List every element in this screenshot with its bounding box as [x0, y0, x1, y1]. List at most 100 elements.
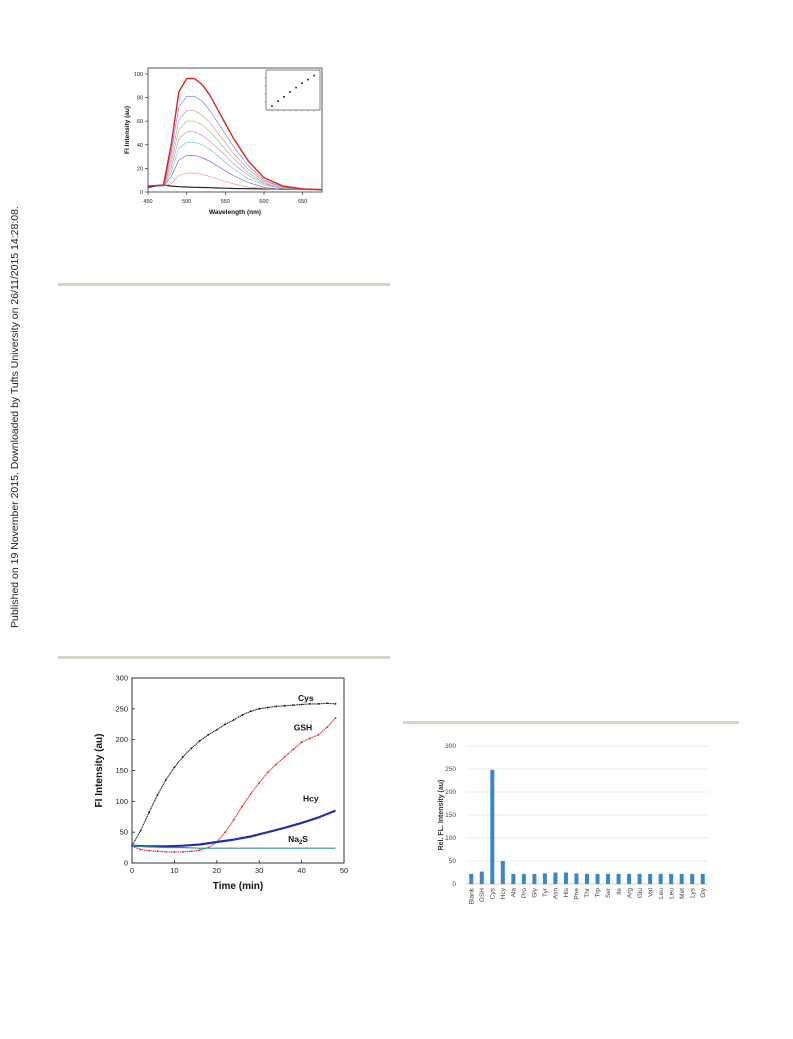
y-tick-label: 300 [115, 674, 128, 683]
x-tick-label: Gly [532, 887, 539, 898]
bar-arg [627, 873, 632, 884]
bar-cys [490, 769, 495, 884]
series-point [317, 703, 320, 705]
bar-hcy [500, 861, 505, 884]
spectrum-line [148, 155, 322, 190]
bar-thr [585, 873, 589, 884]
bar-met [679, 873, 684, 884]
series-point [326, 702, 328, 705]
label-na2s-s: S [302, 834, 308, 844]
series-point [181, 851, 184, 853]
x-tick-label: 450 [143, 199, 152, 205]
x-tick-label: Met [679, 888, 686, 899]
series-point [334, 717, 337, 719]
series-point [198, 849, 201, 851]
label-na2s-na: Na [288, 834, 299, 844]
bar-gsh [479, 871, 484, 884]
x-axis-label: Wavelength (nm) [209, 209, 261, 216]
x-tick-label: Asn [553, 888, 560, 900]
series-point [224, 723, 227, 726]
x-tick-label: Trp [595, 888, 602, 898]
inset-point [271, 105, 273, 107]
y-tick-label: 20 [137, 166, 143, 172]
x-tick-label: Ile [616, 888, 623, 895]
label-hcy: Hcy [303, 793, 319, 803]
x-tick-label: Blank [468, 887, 475, 904]
bar-his [563, 872, 568, 884]
inset-frame [265, 69, 321, 111]
bar-ser [606, 873, 611, 884]
time-course-chart: 0 10 20 30 40 50 0 50 100 150 200 250 300 Time (min) F… [94, 674, 348, 893]
series-point [334, 703, 337, 705]
y-tick-label: 80 [137, 96, 143, 102]
plot-frame [131, 677, 345, 864]
series-point [207, 733, 210, 736]
series-point [249, 710, 252, 713]
x-tick-label: Phe [574, 888, 581, 900]
series-point [249, 793, 252, 795]
inset-point [289, 91, 291, 93]
series-point [190, 850, 193, 853]
x-tick-label: Arg [626, 888, 633, 899]
x-tick-label: Thr [584, 887, 591, 898]
y-axis-label: FI Intensity (au) [94, 734, 105, 808]
x-tick-label: 550 [221, 199, 230, 205]
y-tick-label: 250 [115, 704, 128, 713]
bar-trp [595, 873, 600, 884]
y-tick-label: 0 [452, 881, 456, 888]
x-tick-label: Pro [521, 888, 528, 899]
series-point [300, 703, 303, 706]
x-tick-label: Leu [658, 888, 665, 899]
inset-point [307, 78, 309, 81]
x-tick-label: 500 [182, 199, 191, 205]
bar-asn [553, 872, 558, 884]
series-point [275, 705, 278, 708]
margin-citation-note: Published on 19 November 2015. Downloade… [2, 168, 26, 628]
label-na2s-sub: 2 [299, 840, 303, 846]
inset-point [301, 82, 303, 84]
y-tick-label: 250 [445, 766, 456, 773]
bar-gly [532, 873, 537, 884]
series-point [173, 766, 176, 769]
series-point [317, 733, 320, 736]
y-tick-label: 200 [115, 735, 128, 744]
spectrum-line [148, 142, 322, 190]
series-point [266, 706, 269, 709]
series-point [292, 748, 295, 751]
x-tick-label: 50 [340, 866, 348, 875]
series-point [232, 719, 235, 721]
x-tick-label: 600 [259, 199, 268, 205]
y-tick-label: 300 [445, 743, 456, 750]
label-cys: Cys [298, 693, 314, 703]
spectrum-line [147, 77, 323, 191]
x-tick-label: Leu [668, 888, 675, 899]
x-tick-label: 10 [170, 866, 178, 875]
series-point [275, 763, 278, 766]
series-point [258, 781, 261, 784]
x-tick-label: Gly [700, 887, 707, 898]
series-line-na2s [131, 845, 336, 849]
selectivity-bar-chart: 0 50 100 150 200 250 300 Rel. FL. Intensity (au… [438, 743, 708, 904]
y-tick-label: 100 [115, 797, 128, 806]
inset-point [295, 86, 297, 89]
bar-phe [574, 873, 579, 884]
bar-ile [616, 873, 621, 884]
y-tick-label: 0 [140, 190, 143, 196]
bar-ala [511, 873, 516, 884]
series-point [173, 851, 176, 853]
x-tick-label: GSH [479, 888, 486, 902]
y-tick-label: 100 [134, 72, 143, 78]
series-point [156, 850, 159, 853]
emission-spectra-chart: 450 500 550 600 650 0 20 40 60 80 100 Wavelength (n… [124, 67, 323, 216]
bar-pro [521, 873, 526, 884]
bar-lys [690, 873, 695, 884]
y-tick-label: 50 [120, 828, 128, 837]
plot-frame [147, 67, 323, 193]
series-point [156, 794, 159, 797]
x-tick-label: Tyr [542, 887, 549, 897]
bar-gly [700, 873, 705, 884]
section-divider [58, 656, 390, 659]
series-point [148, 811, 150, 814]
series-point [309, 737, 311, 740]
y-axis-label: Fl Intensity (au) [124, 106, 131, 154]
